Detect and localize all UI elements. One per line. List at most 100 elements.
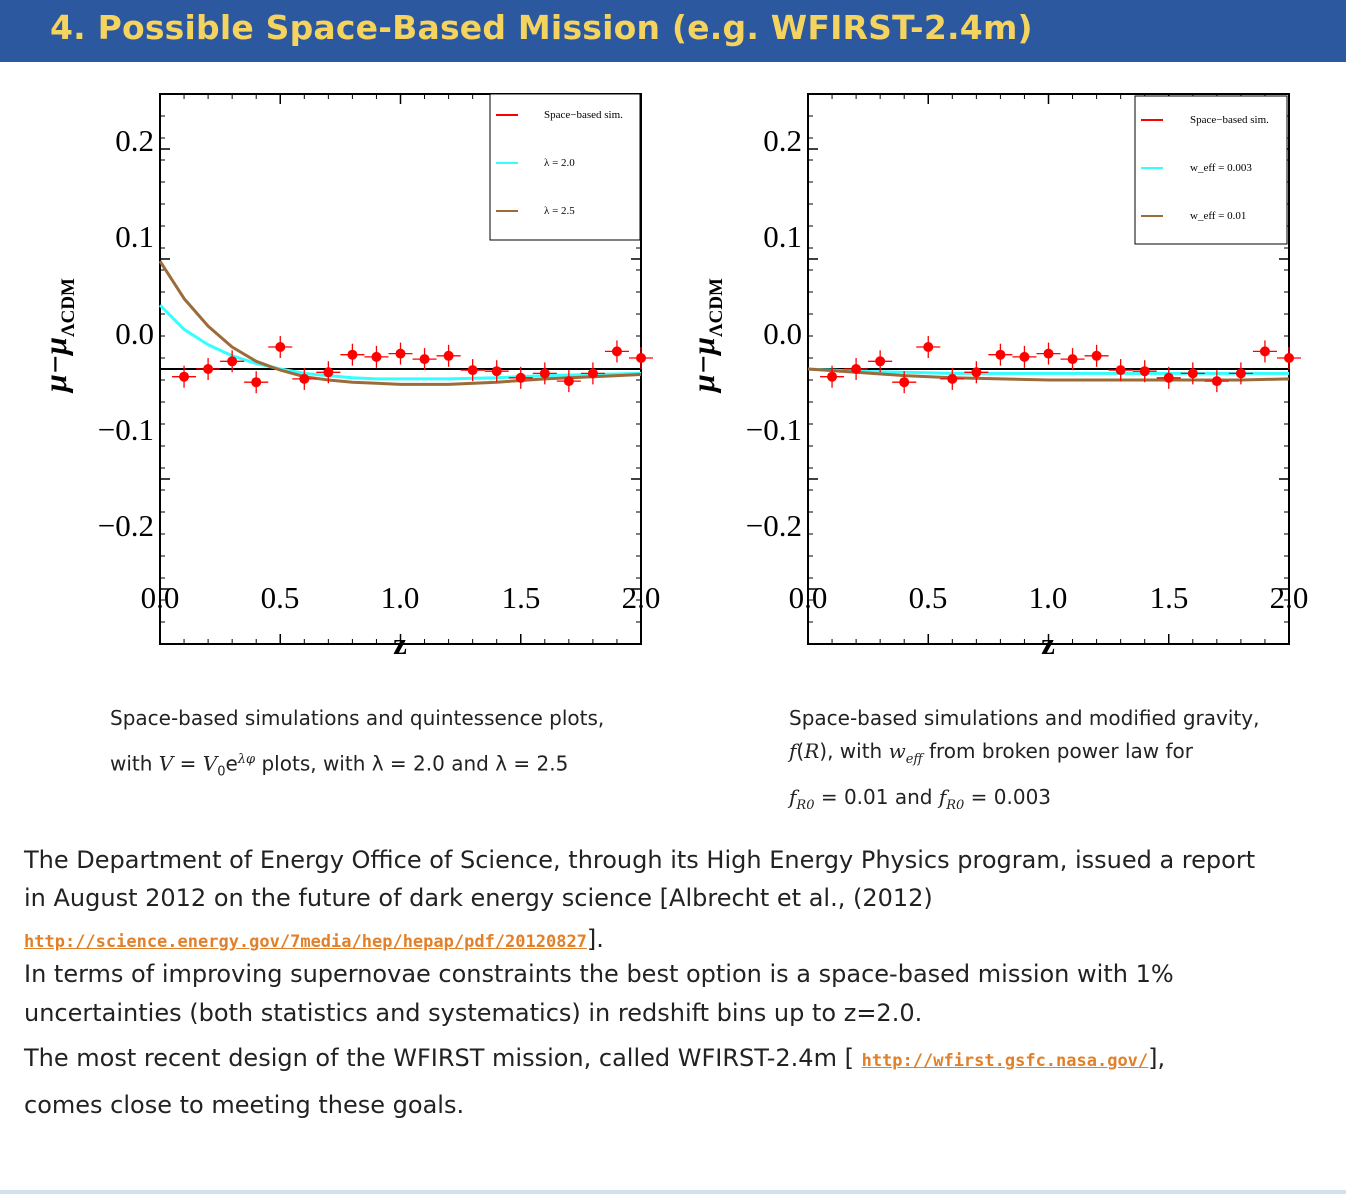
- body-p1-line1: The Department of Energy Office of Scien…: [24, 846, 1256, 874]
- caption-left: Space-based simulations and quintessence…: [110, 708, 670, 788]
- link-doe-report[interactable]: http://science.energy.gov/7media/hep/hep…: [24, 932, 587, 952]
- data-point: [851, 364, 862, 374]
- data-point: [587, 368, 598, 379]
- data-point: [1235, 368, 1246, 379]
- data-point: [395, 348, 406, 359]
- caption-math: f: [789, 739, 797, 763]
- caption-text: = 0.01 and: [814, 785, 939, 809]
- y-tick-label: −0.2: [98, 508, 154, 543]
- legend-label-sim: Space−based sim.: [544, 109, 623, 121]
- data-point: [1019, 351, 1030, 362]
- y-axis-label-main: μ−μ: [37, 337, 73, 394]
- body-text: The Department of Energy Office of Scien…: [24, 842, 1324, 1132]
- data-point: [515, 372, 526, 383]
- caption-left-line2: with V = V0eλφ plots, with λ = 2.0 and λ…: [110, 753, 568, 779]
- caption-math-sub: eff: [905, 752, 923, 767]
- body-p1-line3: http://science.energy.gov/7media/hep/hep…: [24, 925, 604, 953]
- caption-math-sub: R0: [796, 798, 815, 813]
- caption-text: from broken power law for: [922, 739, 1194, 763]
- data-point: [636, 353, 646, 363]
- data-point: [1091, 350, 1102, 361]
- data-point: [179, 371, 190, 382]
- x-tick-label: 0.5: [909, 580, 948, 615]
- data-point: [1043, 348, 1054, 359]
- legend-label-curve1: λ = 2.0: [544, 157, 575, 169]
- legend-label-curve2: λ = 2.5: [544, 205, 575, 217]
- body-p1-line2: in August 2012 on the future of dark ene…: [24, 884, 933, 912]
- caption-text: plots, with λ = 2.0 and λ = 2.5: [255, 751, 569, 776]
- body-text-fragment: The most recent design of the WFIRST mis…: [24, 1044, 862, 1072]
- y-axis-label-main: μ−μ: [685, 337, 721, 394]
- data-point: [923, 342, 934, 352]
- y-tick-label: 0.2: [115, 123, 154, 158]
- caption-math: V: [202, 751, 218, 776]
- caption-math: R: [804, 739, 820, 763]
- caption-math-sup: λφ: [237, 752, 256, 767]
- x-axis-label: z: [393, 626, 407, 661]
- data-point: [203, 364, 214, 374]
- body-p2-line1: In terms of improving supernovae constra…: [24, 960, 1174, 988]
- caption-math: f: [938, 785, 947, 809]
- data-point: [971, 367, 982, 378]
- title-bar: 4. Possible Space-Based Mission (e.g. WF…: [0, 0, 1346, 62]
- data-point: [1139, 366, 1150, 377]
- data-point: [1284, 353, 1294, 363]
- data-point: [323, 367, 334, 378]
- caption-math-sub: R0: [946, 798, 965, 813]
- data-point: [419, 354, 430, 365]
- data-point: [995, 349, 1006, 360]
- series-curve-2: [807, 367, 1290, 382]
- caption-math: V: [158, 751, 174, 776]
- caption-text: = 0.003: [964, 785, 1052, 809]
- data-point: [539, 368, 550, 379]
- x-tick-label: 1.5: [1150, 580, 1189, 615]
- y-axis-label: μ−μΛCDM: [685, 278, 727, 394]
- x-tick-label: 1.5: [502, 580, 541, 615]
- series-curve-1: [807, 367, 1289, 375]
- body-text-fragment: ],: [1148, 1044, 1166, 1072]
- y-tick-label: 0.1: [115, 219, 154, 254]
- caption-right: Space-based simulations and modified gra…: [789, 708, 1329, 818]
- link-wfirst[interactable]: http://wfirst.gsfc.nasa.gov/: [861, 1051, 1149, 1071]
- y-tick-label: 0.2: [763, 123, 802, 158]
- data-point: [299, 373, 310, 384]
- x-tick-label: 0.5: [261, 580, 300, 615]
- data-point: [611, 346, 622, 357]
- data-point: [251, 377, 262, 388]
- caption-math: f: [789, 785, 797, 809]
- data-point: [1187, 368, 1198, 379]
- caption-math-sub: 0: [217, 764, 226, 780]
- caption-text: =: [173, 751, 203, 776]
- caption-right-line3: fR0 = 0.01 and fR0 = 0.003: [789, 787, 1051, 812]
- slide-title: 4. Possible Space-Based Mission (e.g. WF…: [50, 8, 1033, 47]
- legend-label-sim: Space−based sim.: [1190, 114, 1269, 126]
- x-tick-label: 1.0: [1029, 580, 1068, 615]
- x-tick-label: 2.0: [1270, 580, 1309, 615]
- data-point: [563, 376, 574, 387]
- y-tick-label: −0.2: [746, 508, 802, 543]
- y-axis-label: μ−μΛCDM: [37, 278, 79, 394]
- y-tick-label: 0.0: [115, 316, 154, 351]
- x-tick-label: 1.0: [381, 580, 420, 615]
- body-p2-line2: uncertainties (both statistics and syste…: [24, 999, 923, 1027]
- caption-math: e: [225, 751, 238, 776]
- y-axis-label-sub: ΛCDM: [58, 278, 79, 337]
- body-text-fragment: ].: [586, 925, 604, 953]
- data-point: [899, 377, 910, 388]
- x-tick-label: 0.0: [141, 580, 180, 615]
- data-point: [1259, 346, 1270, 357]
- y-tick-label: −0.1: [98, 412, 154, 447]
- caption-right-line1: Space-based simulations and modified gra…: [789, 706, 1260, 730]
- data-point: [371, 351, 382, 362]
- y-tick-label: 0.0: [763, 316, 802, 351]
- caption-right-line2: f(R), with weff from broken power law fo…: [789, 741, 1193, 766]
- body-p3-line1: The most recent design of the WFIRST mis…: [24, 1044, 1165, 1072]
- caption-left-line1: Space-based simulations and quintessence…: [110, 706, 605, 730]
- data-point: [947, 373, 958, 384]
- legend-label-curve1: w_eff = 0.003: [1190, 162, 1252, 174]
- bottom-divider: [0, 1190, 1346, 1194]
- data-point: [827, 371, 838, 382]
- data-point: [467, 365, 478, 376]
- y-tick-label: −0.1: [746, 412, 802, 447]
- x-tick-label: 2.0: [622, 580, 661, 615]
